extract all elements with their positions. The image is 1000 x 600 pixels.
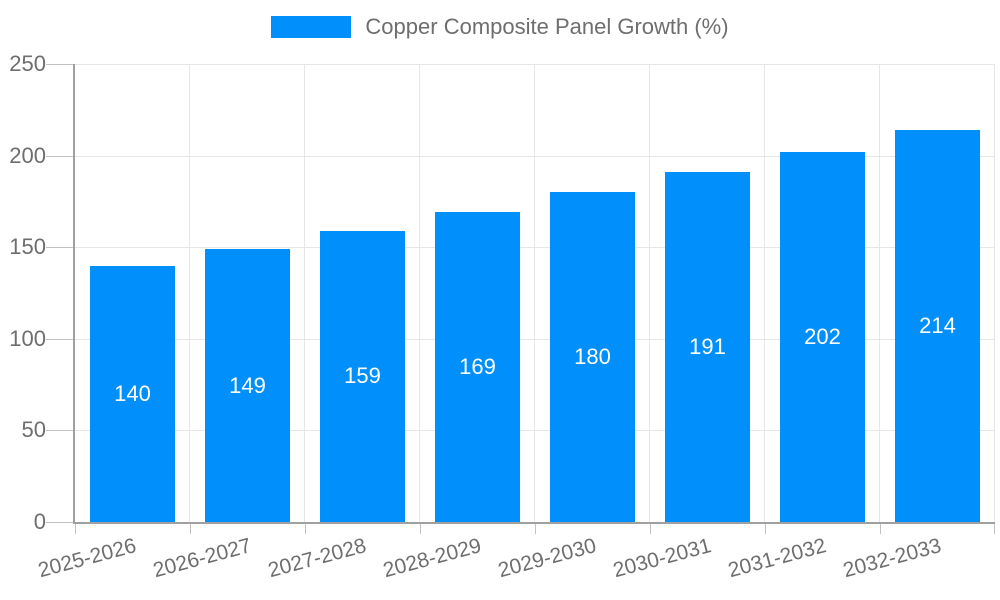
- y-tick-mark: [46, 64, 73, 65]
- bar-value-label: 149: [229, 372, 266, 398]
- y-gridline: [75, 338, 995, 340]
- bar[interactable]: 140: [90, 265, 175, 522]
- x-tick-mark: [305, 524, 306, 534]
- x-gridline: [419, 64, 420, 522]
- y-axis-tick-label: 50: [21, 417, 46, 443]
- bar-value-label: 191: [689, 334, 726, 360]
- x-gridline: [994, 64, 995, 522]
- y-gridline: [75, 155, 995, 157]
- x-tick-mark: [75, 524, 76, 534]
- bar[interactable]: 191: [665, 172, 750, 522]
- bar-value-label: 140: [114, 380, 151, 406]
- bar[interactable]: 159: [320, 230, 405, 522]
- x-tick-mark: [190, 524, 191, 534]
- y-gridline: [75, 247, 995, 249]
- x-gridline: [649, 64, 650, 522]
- x-gridline: [764, 64, 765, 522]
- bar[interactable]: 202: [780, 151, 865, 522]
- x-gridline: [534, 64, 535, 522]
- plot-area: 140 149 159 169 180 191 202 214: [46, 64, 995, 534]
- y-axis-tick-label: 150: [9, 234, 46, 260]
- bar-value-label: 202: [804, 323, 841, 349]
- bar-value-label: 214: [919, 312, 956, 338]
- x-tick-mark: [765, 524, 766, 534]
- x-tick-mark: [420, 524, 421, 534]
- bar-value-label: 169: [459, 354, 496, 380]
- y-tick-mark: [46, 338, 73, 340]
- y-axis-tick-label: 250: [9, 51, 46, 76]
- x-gridline: [189, 64, 190, 522]
- x-tick-mark: [535, 524, 536, 534]
- y-gridline: [75, 430, 995, 432]
- bar[interactable]: 180: [550, 192, 635, 522]
- y-tick-mark: [46, 430, 73, 432]
- x-tick-mark: [650, 524, 651, 534]
- y-axis-tick-label: 0: [33, 509, 46, 534]
- y-gridline: [75, 64, 995, 65]
- x-gridline: [879, 64, 880, 522]
- legend-item[interactable]: Copper Composite Panel Growth (%): [0, 14, 1000, 40]
- bar-value-label: 159: [344, 363, 381, 389]
- x-tick-mark: [880, 524, 881, 534]
- y-axis-tick-label: 100: [9, 325, 46, 351]
- y-axis-tick-label: 200: [9, 142, 46, 168]
- bar[interactable]: 169: [435, 212, 520, 522]
- bar[interactable]: 149: [205, 249, 290, 522]
- bar-value-label: 180: [574, 344, 611, 370]
- y-tick-mark: [46, 522, 73, 523]
- x-gridline: [304, 64, 305, 522]
- y-tick-mark: [46, 155, 73, 157]
- legend-marker-icon: [271, 16, 352, 38]
- bar[interactable]: 214: [895, 129, 980, 522]
- legend-label: Copper Composite Panel Growth (%): [365, 14, 729, 39]
- x-tick-mark: [994, 524, 995, 534]
- y-tick-mark: [46, 247, 73, 249]
